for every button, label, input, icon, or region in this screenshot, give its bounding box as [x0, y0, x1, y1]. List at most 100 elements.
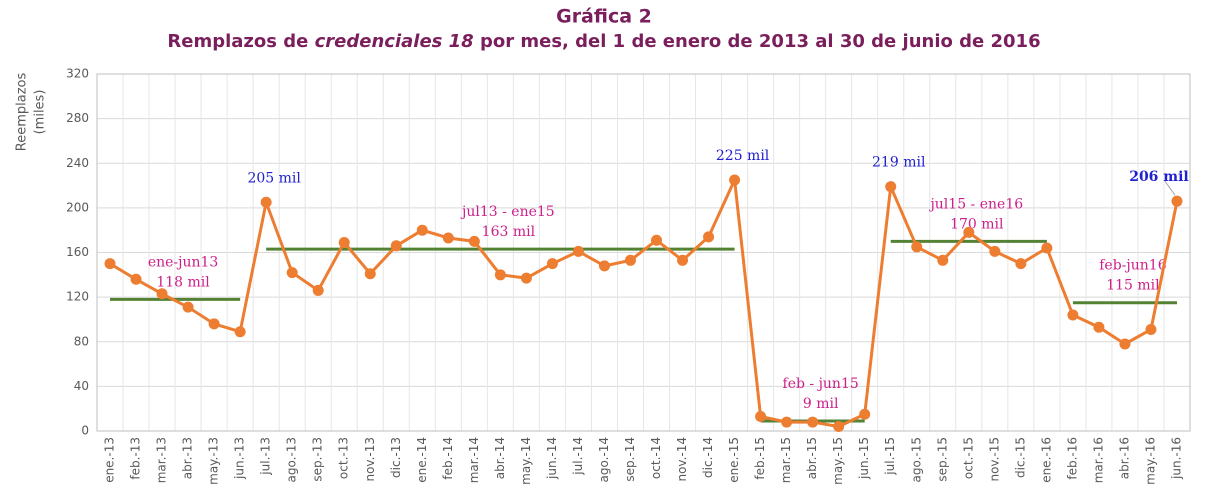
data-point [859, 408, 871, 420]
x-tick-label: jun.-16 [1169, 437, 1183, 480]
y-axis-label: Reemplazos [15, 73, 30, 152]
data-point [1015, 258, 1027, 270]
data-point [156, 288, 168, 300]
x-tick-label: abr.-15 [805, 437, 819, 479]
x-tick-label: may.-13 [207, 437, 221, 485]
x-tick-label: may.-14 [519, 437, 533, 485]
data-point [807, 416, 819, 428]
value-label: 225 mil [716, 148, 770, 164]
y-tick-label: 40 [74, 379, 89, 393]
average-value-label: 9 mil [803, 396, 839, 412]
x-tick-label: feb.-13 [129, 437, 143, 480]
data-point [546, 258, 558, 270]
data-point [624, 254, 636, 266]
data-point [1093, 321, 1105, 333]
x-tick-label: may.-16 [1143, 437, 1157, 485]
data-point [208, 318, 220, 330]
x-tick-label: jul.-15 [883, 437, 897, 476]
x-tick-label: dic.-13 [389, 437, 403, 478]
data-point [468, 235, 480, 247]
x-tick-label: jul.-13 [259, 437, 273, 476]
data-point [1119, 338, 1131, 350]
value-label: 219 mil [872, 155, 926, 171]
data-point [1067, 309, 1079, 321]
data-point [260, 196, 272, 208]
subtitle-part: por mes, del 1 de enero de 2013 al 30 de… [474, 31, 1041, 52]
x-tick-label: ago.-13 [285, 437, 299, 483]
x-tick-label: feb.-14 [441, 437, 455, 480]
x-tick-label: dic.-15 [1013, 437, 1027, 478]
x-tick-label: sep.-15 [935, 437, 949, 482]
data-point [963, 226, 975, 238]
y-tick-label: 200 [66, 200, 89, 214]
data-point [338, 236, 350, 248]
data-point [572, 245, 584, 257]
y-tick-label: 80 [74, 334, 89, 348]
data-point [520, 272, 532, 284]
data-point [364, 268, 376, 280]
data-point [781, 416, 793, 428]
subtitle-part: Remplazos de [167, 31, 314, 52]
value-label: 205 mil [247, 170, 301, 186]
x-tick-label: jun.-14 [545, 437, 559, 480]
average-label: jul13 - ene15 [460, 204, 555, 220]
data-point [755, 410, 767, 422]
value-label: 206 mil [1129, 169, 1189, 185]
plot-frame [96, 73, 1191, 432]
y-tick-label: 120 [66, 290, 89, 304]
x-tick-label: mar.-16 [1091, 437, 1105, 483]
data-point [989, 245, 1001, 257]
x-tick-label: feb.-15 [753, 437, 767, 480]
x-tick-label: ene.-15 [727, 437, 741, 483]
average-label: ene-jun13 [148, 254, 219, 270]
data-point [442, 232, 454, 244]
x-tick-label: abr.-13 [181, 437, 195, 479]
x-tick-label: ago.-14 [597, 437, 611, 483]
average-label: feb - jun15 [783, 376, 859, 392]
chart-subtitle: Remplazos de credenciales 18 por mes, de… [167, 31, 1040, 52]
data-point [390, 240, 402, 252]
data-point [130, 273, 142, 285]
data-point [677, 254, 689, 266]
average-label: jul15 - ene16 [928, 196, 1023, 212]
x-tick-label: oct.-14 [649, 437, 663, 479]
average-value-label: 170 mil [950, 216, 1004, 232]
x-tick-label: oct.-13 [337, 437, 351, 479]
data-point [651, 234, 663, 246]
average-value-label: 115 mil [1106, 278, 1160, 294]
x-tick-label: sep.-13 [311, 437, 325, 482]
data-point [1171, 195, 1183, 207]
data-point [911, 241, 923, 253]
data-point [312, 284, 324, 296]
data-point [1041, 242, 1053, 254]
data-point [937, 254, 949, 266]
y-tick-label: 160 [66, 245, 89, 259]
data-point [286, 267, 298, 279]
average-value-label: 118 mil [156, 274, 210, 290]
x-tick-label: may.-15 [831, 437, 845, 485]
x-tick-label: mar.-15 [779, 437, 793, 483]
x-tick-label: nov.-13 [363, 437, 377, 482]
data-point [833, 421, 845, 433]
average-value-label: 163 mil [482, 224, 536, 240]
x-tick-label: feb.-16 [1065, 437, 1079, 480]
data-point [703, 231, 715, 243]
x-tick-label: nov.-15 [987, 437, 1001, 482]
data-point [494, 269, 506, 281]
x-tick-label: jul.-14 [571, 437, 585, 476]
x-tick-label: ene.-14 [415, 437, 429, 483]
x-tick-label: abr.-14 [493, 437, 507, 479]
y-tick-label: 0 [81, 424, 89, 438]
data-point [416, 224, 428, 236]
data-point [729, 174, 741, 186]
x-tick-label: jun.-13 [233, 437, 247, 480]
y-tick-label: 320 [66, 67, 89, 81]
x-tick-label: jun.-15 [857, 437, 871, 480]
data-point [182, 301, 194, 313]
y-axis-label: (miles) [33, 90, 48, 135]
x-tick-label: ene.-13 [103, 437, 117, 483]
x-tick-label: dic.-14 [701, 437, 715, 478]
x-tick-label: nov.-14 [675, 437, 689, 482]
x-tick-label: ene.-16 [1039, 437, 1053, 483]
